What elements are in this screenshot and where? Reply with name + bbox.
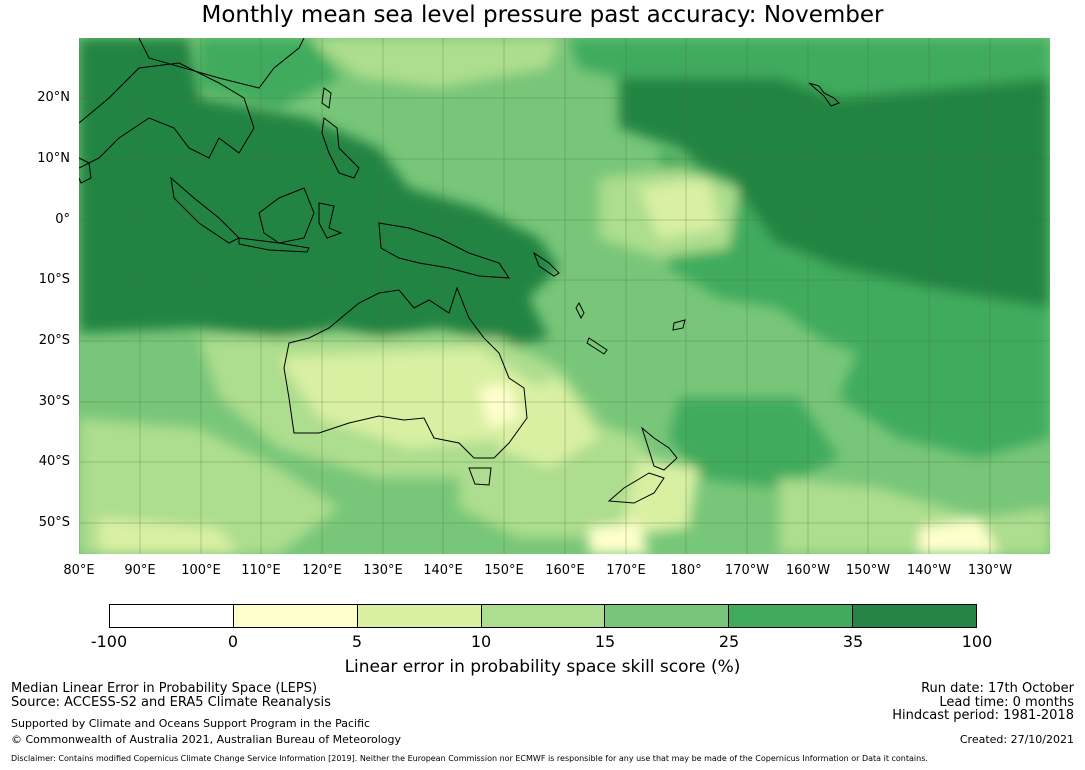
sulawesi-coast <box>318 202 343 239</box>
colorbar-bin-4 <box>481 605 606 627</box>
lon-label-120e: 120°E <box>302 563 342 578</box>
footer-hindcast: Hindcast period: 1981-2018 <box>892 708 1074 723</box>
colorbar-tick-1: 0 <box>227 632 239 651</box>
colorbar-bin-3 <box>357 605 482 627</box>
gridlines <box>79 38 1050 554</box>
new-guinea-coast <box>378 222 510 279</box>
colorbar-bin-5 <box>605 605 730 627</box>
colorbar-tick-6: 35 <box>842 632 864 651</box>
fiji <box>672 319 686 331</box>
new-caledonia <box>586 337 608 355</box>
sumatra-coast <box>170 176 240 244</box>
taiwan <box>321 87 332 109</box>
colorbar-label: Linear error in probability space skill … <box>344 657 741 677</box>
lat-label-0: 0° <box>55 212 70 227</box>
skill-regions <box>79 38 1050 554</box>
new-zealand-north <box>641 426 678 471</box>
colorbar-tick-4: 15 <box>594 632 616 651</box>
lon-label-140w: 140°W <box>906 563 952 578</box>
australia-coast <box>283 286 528 459</box>
lat-label-10n: 10°N <box>37 151 70 166</box>
sri-lanka <box>79 157 92 184</box>
java-coast <box>238 237 310 253</box>
lon-label-150e: 150°E <box>484 563 524 578</box>
lon-label-100e: 100°E <box>181 563 221 578</box>
colorbar-tick-0: -100 <box>90 632 128 651</box>
footer-lead-time: Lead time: 0 months <box>939 695 1074 710</box>
lon-label-130e: 130°E <box>363 563 403 578</box>
lon-label-130w: 130°W <box>967 563 1013 578</box>
china-coast <box>138 38 305 89</box>
hawaii <box>808 82 840 107</box>
lat-label-20s: 20°S <box>38 333 70 348</box>
colorbar-bin-1 <box>110 605 234 627</box>
chart-title: Monthly mean sea level pressure past acc… <box>201 2 884 28</box>
footer-copyright: © Commonwealth of Australia 2021, Austra… <box>11 733 401 746</box>
lon-label-90e: 90°E <box>124 563 156 578</box>
lat-label-30s: 30°S <box>38 394 70 409</box>
lon-label-180: 180° <box>670 563 702 578</box>
lon-label-170e: 170°E <box>606 563 646 578</box>
colorbar <box>109 604 977 628</box>
colorbar-tick-3: 10 <box>470 632 492 651</box>
footer-source: Source: ACCESS-S2 and ERA5 Climate Reana… <box>11 695 331 710</box>
lat-label-10s: 10°S <box>38 272 70 287</box>
colorbar-tick-2: 5 <box>351 632 363 651</box>
coastlines <box>79 38 840 504</box>
lat-label-50s: 50°S <box>38 515 70 530</box>
footer-created: Created: 27/10/2021 <box>959 733 1074 746</box>
philippines-coast <box>321 117 360 179</box>
solomon-islands <box>532 251 560 277</box>
footer-support: Supported by Climate and Oceans Support … <box>11 717 371 730</box>
lon-label-110e: 110°E <box>241 563 281 578</box>
indochina-coast <box>79 62 255 169</box>
lon-label-160w: 160°W <box>785 563 831 578</box>
skill-map <box>79 38 1050 554</box>
colorbar-bin-7 <box>853 605 977 627</box>
colorbar-bin-2 <box>233 605 358 627</box>
new-zealand-south <box>607 472 665 504</box>
lat-label-20n: 20°N <box>37 90 70 105</box>
lon-label-160e: 160°E <box>545 563 585 578</box>
disclaimer: Disclaimer: Contains modified Copernicus… <box>11 754 928 763</box>
lat-label-40s: 40°S <box>38 454 70 469</box>
lon-label-140e: 140°E <box>423 563 463 578</box>
lon-label-170w: 170°W <box>724 563 770 578</box>
colorbar-tick-5: 25 <box>718 632 740 651</box>
footer-run-date: Run date: 17th October <box>921 681 1074 696</box>
colorbar-bin-6 <box>729 605 854 627</box>
vanuatu <box>575 301 585 320</box>
footer-method: Median Linear Error in Probability Space… <box>11 681 318 696</box>
borneo-coast <box>258 187 315 244</box>
lon-label-80e: 80°E <box>63 563 95 578</box>
lon-label-150w: 150°W <box>845 563 891 578</box>
tasmania-coast <box>468 467 492 486</box>
colorbar-tick-7: 100 <box>961 632 993 651</box>
